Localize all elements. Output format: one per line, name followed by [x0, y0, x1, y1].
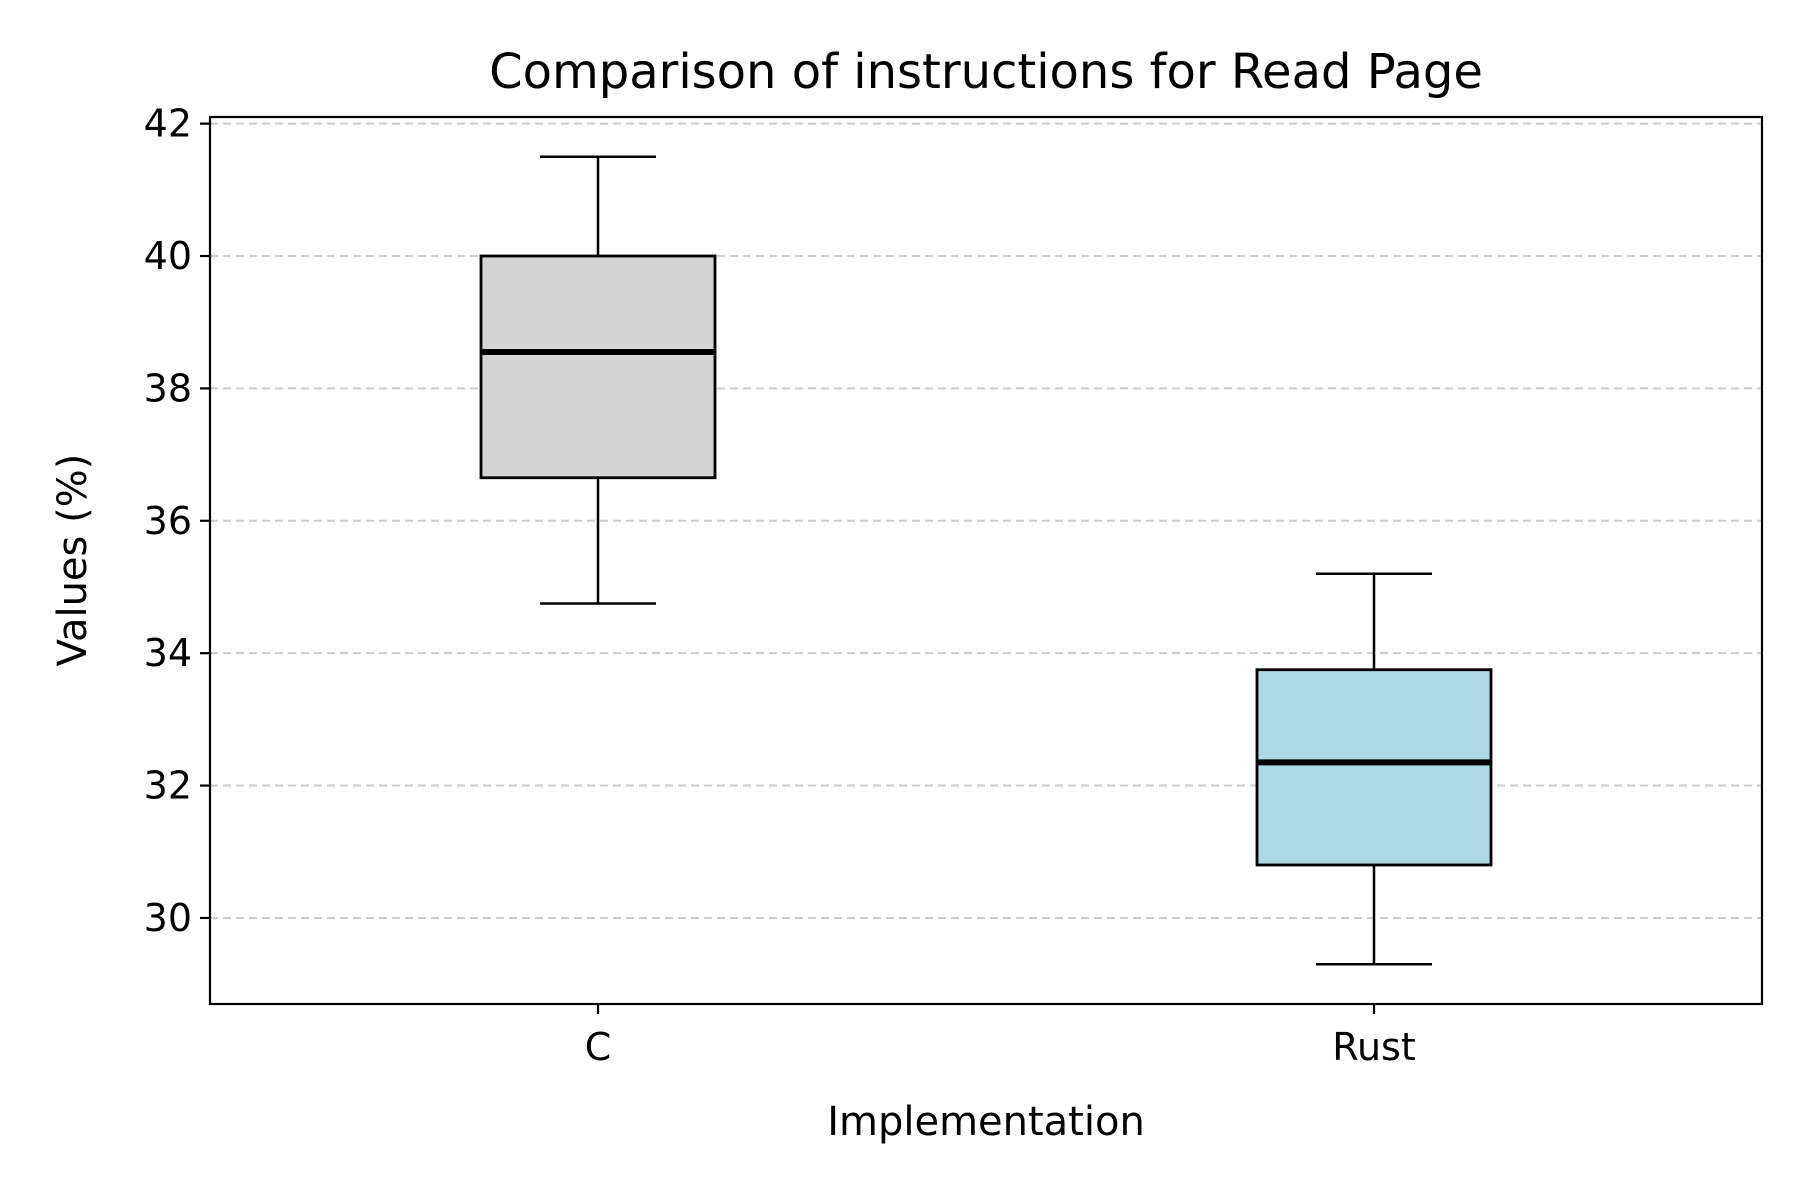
chart-title: Comparison of instructions for Read Page	[489, 44, 1483, 100]
plot-frame	[208, 115, 1764, 1006]
y-axis-ticks: 30 32 34 36 38 40 42	[144, 102, 210, 940]
x-tick-label: Rust	[1332, 1025, 1415, 1069]
interquartile-box	[1255, 668, 1493, 867]
x-axis-label: Implementation	[827, 1099, 1145, 1145]
x-axis-ticks: C Rust	[585, 1004, 1416, 1069]
interquartile-box	[479, 254, 717, 480]
y-tick-label: 36	[144, 499, 192, 543]
y-tick-label: 30	[144, 896, 192, 940]
box-series	[479, 155, 1493, 966]
box-c	[479, 155, 717, 605]
y-tick-label: 38	[144, 366, 192, 410]
box-rust	[1255, 572, 1493, 966]
y-tick-label: 34	[144, 631, 192, 675]
y-tick-label: 32	[144, 764, 192, 808]
y-tick-label: 42	[144, 102, 192, 146]
grid-lines	[210, 122, 1762, 919]
y-tick-label: 40	[144, 234, 192, 278]
x-tick-label: C	[585, 1025, 612, 1069]
y-axis-label: Values (%)	[50, 454, 96, 667]
